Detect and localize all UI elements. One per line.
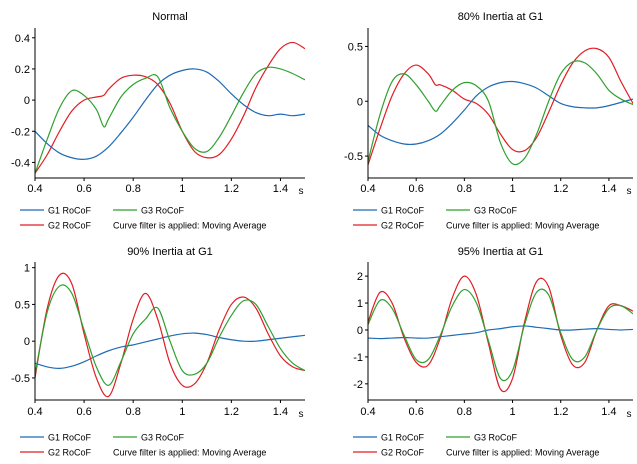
legend-label: G1 RoCoF — [48, 433, 92, 443]
chart-title: 95% Inertia at G1 — [458, 246, 544, 258]
series-line-g1 — [368, 80, 633, 146]
x-tick-label: 0.8 — [457, 183, 472, 195]
x-tick-label: 0.4 — [360, 183, 375, 195]
legend-label: G3 RoCoF — [474, 206, 518, 216]
series-line-g1 — [368, 325, 633, 340]
legend-label: G2 RoCoF — [48, 448, 92, 458]
x-tick-label: 1.4 — [273, 406, 288, 418]
x-tick-label: 1 — [509, 406, 515, 418]
y-tick-label: -0.5 — [11, 373, 30, 385]
y-tick-label: 0 — [357, 325, 363, 337]
y-tick-label: 0.5 — [348, 41, 363, 53]
x-unit-label: s — [299, 186, 304, 197]
series-line-g2 — [368, 275, 633, 393]
y-tick-label: 1 — [357, 298, 363, 310]
legend: G1 RoCoF G2 RoCoF G3 RoCoF Curve filter is … — [20, 433, 266, 458]
x-tick-label: 0.4 — [27, 406, 42, 418]
y-tick-label: 2 — [357, 271, 363, 283]
filter-note: Curve filter is applied: Moving Average — [113, 221, 266, 231]
x-tick-label: 0.8 — [457, 406, 472, 418]
y-tick-label: -1 — [353, 352, 363, 364]
filter-note: Curve filter is applied: Moving Average — [446, 448, 599, 458]
legend-label: G1 RoCoF — [381, 433, 425, 443]
series-line-g3 — [35, 284, 305, 386]
filter-note: Curve filter is applied: Moving Average — [113, 448, 266, 458]
x-tick-label: 0.4 — [27, 183, 42, 195]
chart-title: 80% Inertia at G1 — [458, 11, 544, 23]
legend-label: G3 RoCoF — [141, 433, 185, 443]
legend: G1 RoCoF G2 RoCoF G3 RoCoF Curve filter is … — [20, 206, 266, 231]
y-tick-label: -2 — [353, 379, 363, 391]
x-tick-label: 0.8 — [126, 183, 141, 195]
y-tick-label: -0.2 — [11, 126, 30, 138]
series-line-g3 — [35, 66, 305, 174]
chart-title: 90% Inertia at G1 — [127, 246, 213, 258]
series-line-g1 — [35, 68, 305, 160]
x-tick-label: 1.4 — [601, 406, 616, 418]
x-tick-label: 0.4 — [360, 406, 375, 418]
y-tick-label: -0.4 — [11, 157, 30, 169]
legend-label: G3 RoCoF — [474, 433, 518, 443]
x-tick-label: 1.4 — [601, 183, 616, 195]
y-tick-label: 0.4 — [15, 33, 30, 45]
x-tick-label: 0.6 — [76, 183, 91, 195]
series-line-g2 — [368, 47, 633, 166]
series-lines — [368, 47, 633, 166]
series-line-g3 — [368, 60, 633, 166]
x-tick-label: 0.8 — [126, 406, 141, 418]
y-tick-label: -0.5 — [344, 151, 363, 163]
x-tick-label: 0.6 — [409, 183, 424, 195]
x-unit-label: s — [627, 186, 632, 197]
x-tick-label: 1 — [179, 406, 185, 418]
x-tick-label: 1.4 — [273, 183, 288, 195]
x-unit-label: s — [299, 409, 304, 420]
series-line-g2 — [35, 272, 305, 398]
x-tick-label: 0.6 — [409, 406, 424, 418]
legend-label: G2 RoCoF — [381, 221, 425, 231]
series-lines — [35, 41, 305, 174]
x-tick-label: 1.2 — [224, 183, 239, 195]
x-tick-label: 1.2 — [553, 183, 568, 195]
x-tick-label: 1 — [509, 183, 515, 195]
y-tick-label: 0 — [24, 95, 30, 107]
x-tick-label: 1 — [179, 183, 185, 195]
chart-panel-2: 80% Inertia at G1 -0.5 0 0.5 0.4 0.6 0.8 1 1.2 1.… — [344, 11, 633, 231]
legend: G1 RoCoF G2 RoCoF G3 RoCoF Curve filter is … — [353, 206, 599, 231]
chart-panel-3: 90% Inertia at G1 -0.5 0 0.5 1 0.4 0.6 0.8 1 1.2 1… — [11, 246, 305, 458]
chart-panel-4: 95% Inertia at G1 -2 -1 0 1 2 0.4 0.6 0.8 1 1.2 1.4… — [353, 246, 633, 458]
y-tick-label: 1 — [24, 263, 30, 275]
filter-note: Curve filter is applied: Moving Average — [446, 221, 599, 231]
series-line-g3 — [368, 288, 633, 382]
x-tick-label: 0.6 — [76, 406, 91, 418]
legend-label: G1 RoCoF — [381, 206, 425, 216]
y-tick-label: 0.2 — [15, 64, 30, 76]
y-tick-label: 0 — [24, 336, 30, 348]
legend: G1 RoCoF G2 RoCoF G3 RoCoF Curve filter is … — [353, 433, 599, 458]
series-lines — [368, 275, 633, 393]
x-tick-label: 1.2 — [553, 406, 568, 418]
chart-panel-1: Normal -0.4 -0.2 0 0.2 0.4 0.4 0.6 0.8 1 1.2 1.4 s G1… — [11, 11, 305, 231]
x-tick-label: 1.2 — [224, 406, 239, 418]
y-tick-label: 0.5 — [15, 299, 30, 311]
legend-label: G1 RoCoF — [48, 206, 92, 216]
series-line-g1 — [35, 332, 305, 369]
series-lines — [35, 272, 305, 398]
chart-title: Normal — [152, 11, 187, 23]
legend-label: G2 RoCoF — [381, 448, 425, 458]
legend-label: G3 RoCoF — [141, 206, 185, 216]
y-tick-label: 0 — [357, 96, 363, 108]
legend-label: G2 RoCoF — [48, 221, 92, 231]
x-unit-label: s — [627, 409, 632, 420]
